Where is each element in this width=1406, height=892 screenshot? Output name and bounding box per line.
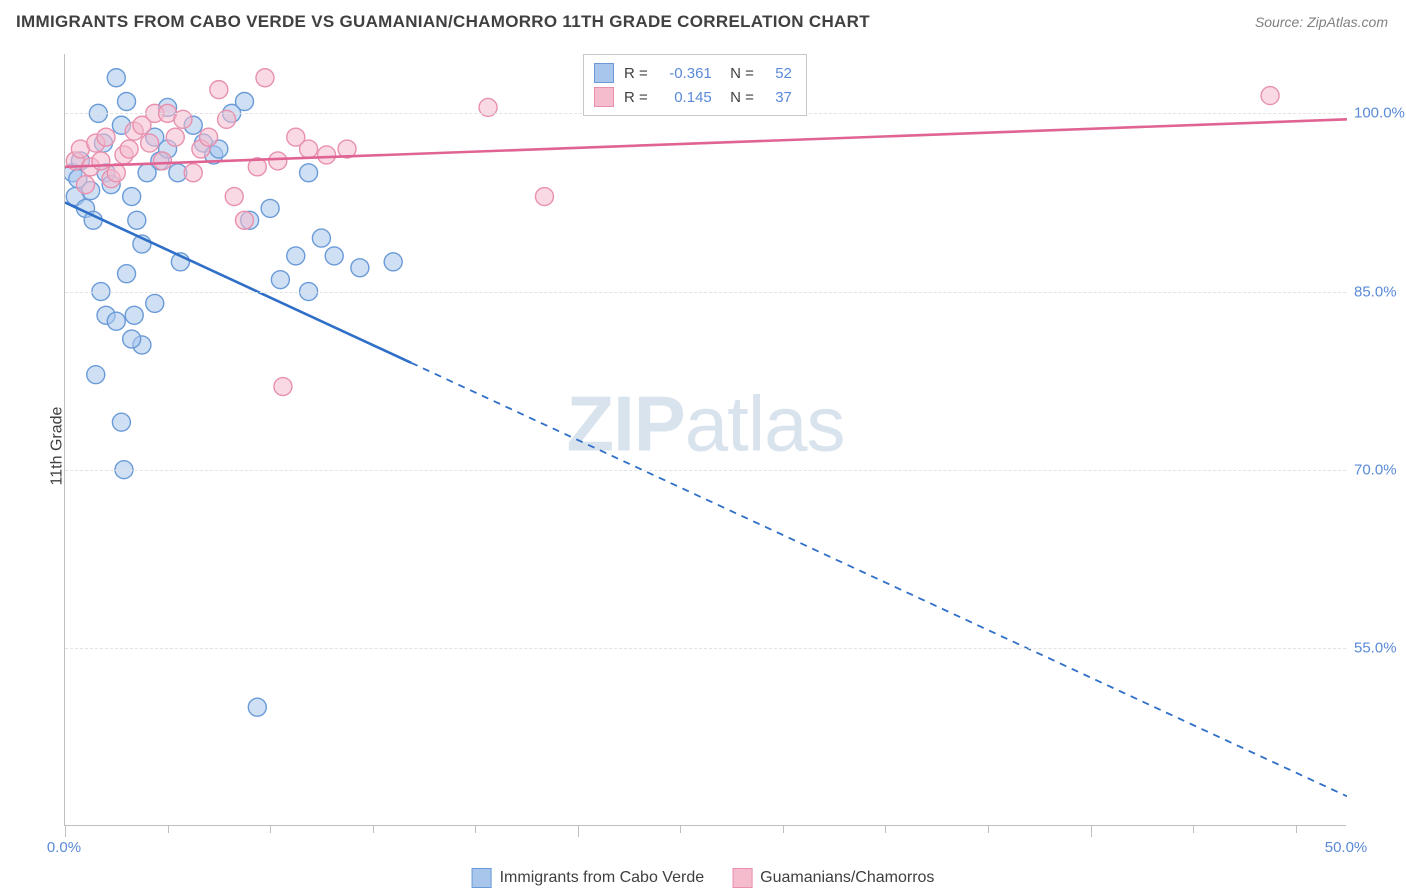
scatter-point — [325, 247, 343, 265]
scatter-point — [97, 128, 115, 146]
scatter-point — [351, 259, 369, 277]
x-tick-minor — [680, 825, 681, 833]
scatter-point — [107, 164, 125, 182]
scatter-point — [112, 413, 130, 431]
scatter-point — [123, 330, 141, 348]
chart-title: IMMIGRANTS FROM CABO VERDE VS GUAMANIAN/… — [16, 12, 870, 32]
regression-line-solid — [65, 119, 1347, 167]
x-tick-minor — [270, 825, 271, 833]
scatter-point — [535, 188, 553, 206]
x-tick-minor — [475, 825, 476, 833]
legend-label: Immigrants from Cabo Verde — [500, 869, 705, 887]
scatter-point — [123, 188, 141, 206]
x-tick-label: 0.0% — [47, 839, 81, 856]
legend-r-value: -0.361 — [658, 65, 712, 82]
scatter-point — [118, 93, 136, 111]
scatter-point — [384, 253, 402, 271]
scatter-point — [318, 146, 336, 164]
chart-plot-area: ZIPatlas R = -0.361 N = 52R = 0.145 N = … — [64, 54, 1346, 826]
correlation-legend-box: R = -0.361 N = 52R = 0.145 N = 37 — [583, 54, 807, 116]
legend-item: Immigrants from Cabo Verde — [472, 868, 705, 888]
x-tick-minor — [1193, 825, 1194, 833]
scatter-point — [225, 188, 243, 206]
source-attribution: Source: ZipAtlas.com — [1255, 14, 1388, 30]
legend-swatch — [594, 87, 614, 107]
scatter-point — [146, 294, 164, 312]
y-tick-label: 100.0% — [1354, 105, 1406, 122]
correlation-legend-row: R = -0.361 N = 52 — [594, 61, 792, 85]
x-tick-minor — [885, 825, 886, 833]
gridline-horizontal — [65, 292, 1346, 293]
scatter-point — [107, 312, 125, 330]
scatter-point — [200, 128, 218, 146]
correlation-legend-row: R = 0.145 N = 37 — [594, 85, 792, 109]
scatter-point — [87, 366, 105, 384]
scatter-point — [92, 152, 110, 170]
series-legend: Immigrants from Cabo Verde Guamanians/Cha… — [472, 868, 935, 888]
scatter-point — [118, 265, 136, 283]
y-tick-label: 70.0% — [1354, 461, 1406, 478]
scatter-point — [125, 306, 143, 324]
scatter-point — [261, 199, 279, 217]
scatter-point — [141, 134, 159, 152]
x-tick-minor — [1296, 825, 1297, 833]
scatter-point — [287, 247, 305, 265]
scatter-point — [248, 698, 266, 716]
legend-n-label: N = — [722, 89, 754, 106]
x-tick-label: 50.0% — [1325, 839, 1368, 856]
x-tick-minor — [168, 825, 169, 833]
legend-label: Guamanians/Chamorros — [760, 869, 934, 887]
regression-line-dashed — [411, 363, 1347, 797]
scatter-point — [184, 164, 202, 182]
legend-n-value: 52 — [764, 65, 792, 82]
gridline-horizontal — [65, 470, 1346, 471]
scatter-point — [153, 152, 171, 170]
legend-swatch — [594, 63, 614, 83]
scatter-point — [300, 140, 318, 158]
legend-swatch — [472, 868, 492, 888]
legend-r-label: R = — [624, 65, 648, 82]
scatter-point — [312, 229, 330, 247]
x-tick-major — [578, 825, 579, 837]
scatter-point — [128, 211, 146, 229]
scatter-point — [274, 378, 292, 396]
legend-r-label: R = — [624, 89, 648, 106]
scatter-plot-svg — [65, 54, 1347, 826]
scatter-point — [271, 271, 289, 289]
legend-item: Guamanians/Chamorros — [732, 868, 934, 888]
scatter-point — [107, 69, 125, 87]
x-tick-minor — [783, 825, 784, 833]
gridline-horizontal — [65, 648, 1346, 649]
legend-n-value: 37 — [764, 89, 792, 106]
scatter-point — [120, 140, 138, 158]
scatter-point — [235, 211, 253, 229]
x-tick-major — [1091, 825, 1092, 837]
scatter-point — [300, 164, 318, 182]
scatter-point — [210, 81, 228, 99]
scatter-point — [256, 69, 274, 87]
scatter-point — [235, 93, 253, 111]
y-tick-label: 55.0% — [1354, 639, 1406, 656]
legend-n-label: N = — [722, 65, 754, 82]
scatter-point — [77, 176, 95, 194]
x-tick-minor — [373, 825, 374, 833]
legend-swatch — [732, 868, 752, 888]
x-tick-major — [65, 825, 66, 837]
legend-r-value: 0.145 — [658, 89, 712, 106]
y-tick-label: 85.0% — [1354, 283, 1406, 300]
scatter-point — [1261, 87, 1279, 105]
x-tick-minor — [988, 825, 989, 833]
scatter-point — [269, 152, 287, 170]
scatter-point — [166, 128, 184, 146]
